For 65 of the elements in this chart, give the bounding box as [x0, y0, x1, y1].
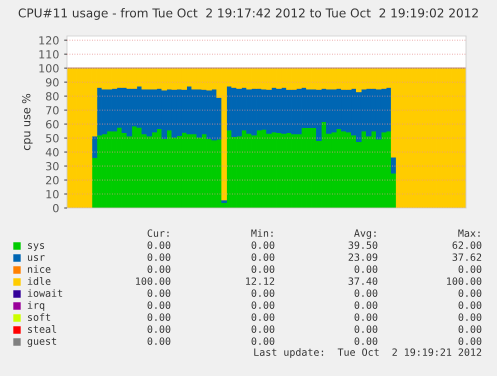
legend-label: nice — [28, 265, 50, 273]
y-tick-label: 90 — [46, 78, 59, 87]
text: 23.09 — [348, 253, 378, 261]
text: 0.00 — [354, 313, 378, 321]
text: 0.00 — [252, 241, 274, 249]
chart-title: CPU#11 usage - from Tue Oct 2 19:17:42 2012 to Tue Oct 2 19:19:02 2012 — [18, 8, 478, 20]
text: 37.62 — [452, 253, 482, 261]
text: 0.00 — [458, 313, 482, 321]
text: Max: — [458, 229, 480, 237]
text: 0.00 — [354, 289, 378, 297]
text: 0.00 — [252, 265, 274, 273]
text: 37.40 — [348, 277, 378, 285]
text: 0.00 — [252, 289, 274, 297]
text: 39.50 — [348, 241, 378, 249]
text: 0.00 — [458, 265, 482, 273]
text: 0.00 — [458, 325, 482, 333]
text: 0.00 — [148, 301, 170, 309]
legend-label: irq — [28, 301, 44, 311]
text: 0.00 — [148, 325, 170, 333]
text: 0.00 — [458, 289, 482, 297]
text: 0.00 — [354, 325, 378, 333]
text: Cur: — [148, 229, 169, 237]
text: 100.00 — [447, 277, 482, 285]
legend-label: iowait — [28, 289, 62, 297]
text: Min: — [251, 229, 273, 237]
text: 0.00 — [252, 301, 274, 309]
legend-label: steal — [28, 325, 56, 333]
text: 0.00 — [148, 337, 170, 345]
text: Avg: — [354, 229, 376, 239]
y-tick-label: 110 — [39, 50, 59, 59]
y-axis-title: cpu use % — [22, 94, 33, 150]
text: 0.00 — [252, 337, 274, 345]
text: 0.00 — [458, 337, 482, 345]
y-tick-label: 10 — [46, 190, 59, 198]
text: 0.00 — [252, 313, 274, 321]
y-tick-label: 80 — [46, 92, 59, 101]
text: 0.00 — [458, 301, 482, 309]
text: Last update: Tue Oct 2 19:19:21 2012 — [254, 348, 482, 358]
legend-label: sys — [28, 243, 44, 251]
text: 0.00 — [148, 253, 170, 261]
y-tick-label: 120 — [39, 36, 59, 45]
text: 0.00 — [252, 253, 274, 261]
legend-label: soft — [28, 313, 50, 321]
text: 0.00 — [354, 265, 378, 273]
legend-label: idle — [28, 277, 50, 285]
text: 0.00 — [354, 301, 378, 309]
y-tick-label: 100 — [39, 64, 59, 73]
text: 0.00 — [148, 241, 170, 249]
text: 0.00 — [148, 313, 170, 321]
text: 12.12 — [246, 277, 274, 285]
text: 0.00 — [354, 337, 378, 345]
text: 100.00 — [136, 277, 170, 285]
text: 0.00 — [252, 325, 274, 333]
y-tick-label: 0 — [53, 204, 59, 212]
legend-label: guest — [28, 338, 56, 347]
text: 0.00 — [148, 265, 170, 273]
y-tick-label: 20 — [46, 176, 59, 184]
text: 0.00 — [148, 289, 170, 297]
y-tick-label: 70 — [46, 106, 59, 114]
y-tick-label: 60 — [46, 120, 59, 128]
y-tick-label: 30 — [46, 162, 59, 170]
legend-label: usr — [28, 255, 45, 261]
text: 62.00 — [452, 241, 482, 249]
y-tick-label: 50 — [46, 134, 59, 142]
y-tick-label: 40 — [46, 148, 59, 156]
